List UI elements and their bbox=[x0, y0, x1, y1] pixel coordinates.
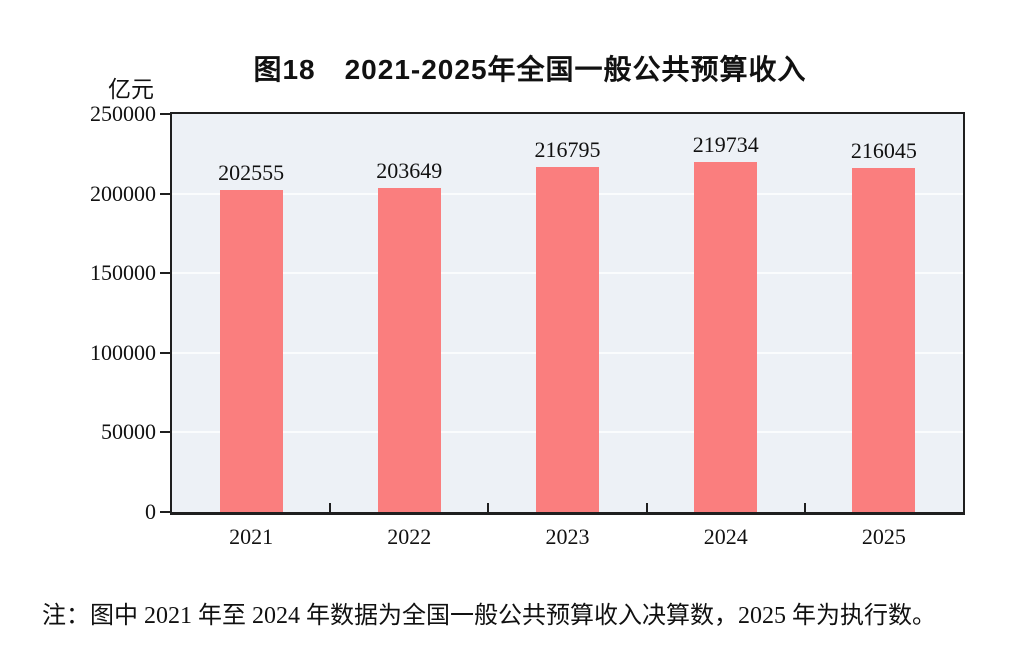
chart-note: 注：图中 2021 年至 2024 年数据为全国一般公共预算收入决算数，2025… bbox=[42, 603, 936, 629]
bar bbox=[536, 166, 599, 512]
y-axis-tick bbox=[160, 113, 170, 115]
y-axis-tick bbox=[160, 511, 170, 513]
chart-title: 图18 2021-2025年全国一般公共预算收入 bbox=[253, 54, 807, 85]
bar bbox=[694, 162, 758, 512]
x-axis-tick bbox=[645, 503, 648, 512]
y-axis-tick-label: 0 bbox=[145, 499, 156, 524]
bar bbox=[377, 187, 441, 512]
x-axis-tick bbox=[803, 503, 806, 512]
y-axis-unit-label: 亿元 bbox=[108, 77, 154, 102]
bar-value-label: 219734 bbox=[692, 132, 759, 158]
y-axis-tick bbox=[160, 272, 170, 275]
x-axis-tick bbox=[487, 503, 490, 512]
x-axis-category-label: 2023 bbox=[545, 524, 590, 549]
bar-value-label: 216045 bbox=[850, 138, 917, 164]
y-axis-tick-label: 250000 bbox=[90, 101, 156, 126]
x-axis-category-label: 2022 bbox=[387, 524, 432, 549]
x-axis-category-label: 2021 bbox=[229, 524, 274, 549]
plot-area: 202555 203649 216795 219734 216045 bbox=[170, 112, 965, 515]
x-axis-tick bbox=[329, 503, 332, 512]
x-axis-category-label: 2024 bbox=[703, 524, 748, 549]
bar bbox=[219, 189, 283, 512]
y-axis-tick-label: 100000 bbox=[90, 339, 156, 365]
y-axis-tick bbox=[160, 351, 170, 354]
y-axis-tick bbox=[160, 192, 170, 195]
bar-value-label: 216795 bbox=[534, 136, 601, 162]
x-axis-category-label: 2025 bbox=[861, 524, 906, 549]
y-axis-tick bbox=[160, 431, 170, 434]
y-axis-tick-label: 150000 bbox=[90, 260, 156, 286]
bar bbox=[852, 168, 916, 512]
y-axis-tick-label: 50000 bbox=[101, 419, 156, 445]
bar-value-label: 203649 bbox=[376, 157, 443, 183]
bar-value-label: 202555 bbox=[218, 159, 285, 185]
y-axis-tick-label: 200000 bbox=[90, 180, 156, 206]
